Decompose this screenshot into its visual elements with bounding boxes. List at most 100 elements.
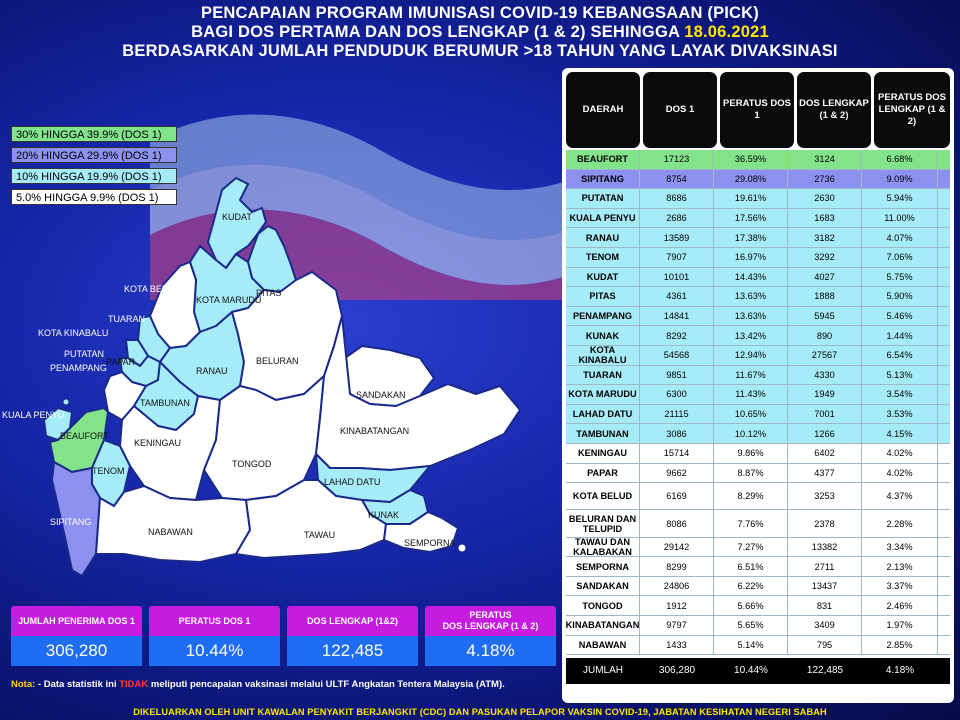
table-cell-p1: 17.38% [714,228,788,247]
note-text-before: - Data statistik ini [35,679,120,690]
stat-penerima-label: JUMLAH PENERIMA DOS 1 [11,606,142,636]
table-cell-daerah: PUTATAN [566,189,640,208]
header-daerah: DAERAH [566,72,640,148]
map-label-sipitang: SIPITANG [50,517,91,527]
table-cell-dos1: 7907 [640,247,714,267]
table-cell-pl: 5.46% [862,306,938,326]
map-label-lahad-datu: LAHAD DATU [324,477,380,487]
table-cell-pl: 4.02% [862,463,938,483]
table-row: PENAMPANG 14841 13.63% 5945 5.46% [566,306,950,327]
table-cell-p1: 10.12% [714,424,788,443]
table-cell-dos1: 10101 [640,267,714,287]
table-cell-pl: 5.13% [862,365,938,385]
header-dos1: DOS 1 [643,72,717,148]
table-cell-p1: 12.94% [714,345,788,365]
legend-item-10: 10% HINGGA 19.9% (DOS 1) [11,168,177,184]
note-highlight: TIDAK [119,679,149,690]
legend-item-30: 30% HINGGA 39.9% (DOS 1) [11,126,177,142]
table-cell-dl: 1266 [788,424,862,443]
map-label-kunak: KUNAK [368,510,399,520]
header-peratus-dos-lengkap: PERATUS DOS LENGKAP (1 & 2) [874,72,950,148]
table-cell-dos1: 9851 [640,365,714,385]
table-cell-dos1: 15714 [640,443,714,463]
table-cell-daerah: KENINGAU [566,443,640,463]
stat-peratus-value: 10.44% [149,636,280,666]
table-cell-p1: 11.67% [714,365,788,385]
table-cell-daerah: SIPITANG [566,169,640,189]
map-label-kinabatangan: KINABATANGAN [340,426,409,436]
table-cell-dl: 4377 [788,463,862,483]
table-cell-daerah: KUDAT [566,267,640,287]
table-cell-p1: 8.29% [714,483,788,510]
stat-dos-lengkap: DOS LENGKAP (1&2) 122,485 [287,606,418,668]
table-row: SANDAKAN 24806 6.22% 13437 3.37% [566,576,950,597]
table-cell-dl: 795 [788,635,862,655]
table-cell-pl: 1.44% [862,326,938,345]
table-row: BEAUFORT 17123 36.59% 3124 6.68% [566,150,950,170]
stat-peratus-lengkap-label-2: DOS LENGKAP (1 & 2) [442,621,539,631]
table-cell-dl: 4330 [788,365,862,385]
header-peratus-dos1: PERATUS DOS 1 [720,72,794,148]
table-cell-dl: 13382 [788,537,862,557]
table-cell-dl: 1949 [788,385,862,404]
stat-peratus-lengkap-value: 4.18% [425,636,556,666]
table-cell-p1: 5.14% [714,635,788,655]
table-cell-daerah: KOTA BELUD [566,483,640,510]
table-cell-dl: 3124 [788,150,862,169]
table-cell-dos1: 6169 [640,483,714,510]
header-dos-lengkap: DOS LENGKAP (1 & 2) [797,72,871,148]
stat-peratus-dos-lengkap: PERATUS DOS LENGKAP (1 & 2) 4.18% [425,606,556,668]
table-cell-dl: 27567 [788,345,862,365]
map-label-nabawan: NABAWAN [148,527,193,537]
table-cell-dos1: 8299 [640,557,714,576]
table-cell-pl: 4.37% [862,483,938,510]
legend: 30% HINGGA 39.9% (DOS 1) 20% HINGGA 29.9… [11,126,177,210]
table-cell-dl: 2378 [788,510,862,537]
table-cell-pl: 3.54% [862,385,938,404]
table-cell-dos1: 54568 [640,345,714,365]
total-peratus-dos1: 10.44% [734,665,768,677]
title-line-2: BAGI DOS PERTAMA DAN DOS LENGKAP (1 & 2)… [0,23,960,42]
table-cell-pl: 2.28% [862,510,938,537]
table-body: BEAUFORT 17123 36.59% 3124 6.68% SIPITANG 8754… [566,150,950,656]
table-cell-pl: 5.75% [862,267,938,287]
table-cell-daerah: KUALA PENYU [566,208,640,228]
map-label-sandakan: SANDAKAN [356,390,406,400]
map-label-tongod: TONGOD [232,459,272,469]
table-cell-daerah: NABAWAN [566,635,640,655]
table-cell-daerah: TAWAU DAN KALABAKAN [566,537,640,557]
table-cell-daerah: BELURAN DAN TELUPID [566,510,640,537]
table-cell-dl: 13437 [788,576,862,596]
table-row: KOTA KINABALU 54568 12.94% 27567 6.54% [566,345,950,366]
table-cell-pl: 6.54% [862,345,938,365]
map-label-keningau: KENINGAU [134,438,181,448]
table-cell-p1: 10.65% [714,404,788,424]
table-cell-dl: 3292 [788,247,862,267]
table-cell-pl: 2.13% [862,557,938,576]
stat-peratus-lengkap-label-1: PERATUS [469,610,512,620]
note-label: Nota: [11,679,36,690]
table-row: TUARAN 9851 11.67% 4330 5.13% [566,365,950,386]
table-cell-dos1: 1912 [640,596,714,616]
table-cell-daerah: TENOM [566,247,640,267]
map-label-kudat: KUDAT [222,212,252,222]
map-label-kota-kinabalu: KOTA KINABALU [38,328,108,338]
table-row: NABAWAN 1433 5.14% 795 2.85% [566,635,950,656]
table-row: KUALA PENYU 2686 17.56% 1683 11.00% [566,208,950,229]
table-cell-dos1: 2686 [640,208,714,228]
table-cell-pl: 11.00% [862,208,938,228]
table-cell-dos1: 13589 [640,228,714,247]
table-cell-p1: 13.42% [714,326,788,345]
table-cell-p1: 7.27% [714,537,788,557]
table-cell-daerah: KOTA MARUDU [566,385,640,404]
table-row: TAMBUNAN 3086 10.12% 1266 4.15% [566,424,950,444]
table-cell-dl: 3182 [788,228,862,247]
total-peratus-dos-lengkap: 4.18% [885,665,915,677]
table-cell-pl: 7.06% [862,247,938,267]
table-cell-p1: 17.56% [714,208,788,228]
table-cell-p1: 13.63% [714,287,788,306]
table-row: TENOM 7907 16.97% 3292 7.06% [566,247,950,268]
table-cell-dl: 2630 [788,189,862,208]
table-cell-dos1: 8292 [640,326,714,345]
note-text-after: meliputi pencapaian vaksinasi melalui UL… [148,679,505,690]
